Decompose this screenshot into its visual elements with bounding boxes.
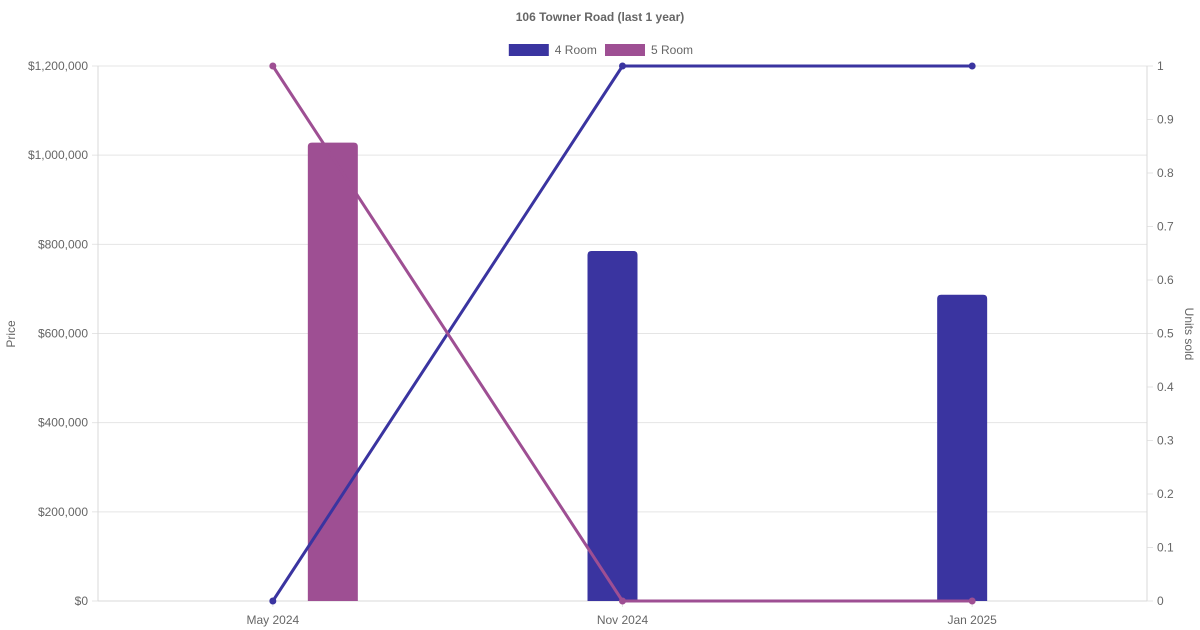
left-tick-label: $800,000 xyxy=(38,237,88,251)
point-4-room xyxy=(269,597,277,605)
x-tick-label: Jan 2025 xyxy=(947,613,997,627)
right-y-axis: 0 0.1 0.2 0.3 0.4 0.5 0.6 0.7 0.8 0.9 1 xyxy=(1157,59,1174,608)
bar-4-room xyxy=(937,294,988,601)
right-tick-label: 0.7 xyxy=(1157,220,1174,234)
bar-series xyxy=(307,142,988,602)
point-4-room xyxy=(968,62,976,70)
legend-label: 4 Room xyxy=(555,43,597,57)
line-series xyxy=(269,62,976,605)
legend-item-4-room[interactable]: 4 Room xyxy=(508,43,597,57)
point-5-room xyxy=(269,62,277,70)
left-axis-title: Price xyxy=(4,320,18,348)
right-tick-label: 0 xyxy=(1157,594,1164,608)
right-tick-label: 0.9 xyxy=(1157,113,1174,127)
chart-title: 106 Towner Road (last 1 year) xyxy=(516,10,685,24)
right-tick-label: 0.5 xyxy=(1157,327,1174,341)
point-4-room xyxy=(619,62,626,70)
right-axis-title: Units sold xyxy=(1182,308,1196,361)
right-tick-label: 0.8 xyxy=(1157,166,1174,180)
right-tick-label: 0.2 xyxy=(1157,487,1174,501)
right-tick-label: 0.3 xyxy=(1157,434,1174,448)
x-tick-label: May 2024 xyxy=(246,613,299,627)
legend-swatch xyxy=(605,44,645,56)
point-5-room xyxy=(619,597,626,605)
left-tick-label: $1,200,000 xyxy=(28,59,88,73)
left-tick-label: $1,000,000 xyxy=(28,148,88,162)
legend-label: 5 Room xyxy=(651,43,693,57)
bar-4-room xyxy=(587,251,638,602)
right-tick-label: 1 xyxy=(1157,59,1164,73)
right-tick-label: 0.1 xyxy=(1157,541,1174,555)
left-tick-label: $600,000 xyxy=(38,327,88,341)
legend-swatch xyxy=(508,44,549,56)
bar-5-room xyxy=(307,142,358,601)
legend-item-5-room[interactable]: 5 Room xyxy=(605,43,693,57)
left-tick-label: $0 xyxy=(75,594,89,608)
right-tick-label: 0.4 xyxy=(1157,380,1174,394)
left-y-axis: $0 $200,000 $400,000 $600,000 $800,000 $1,000… xyxy=(28,59,88,608)
point-5-room xyxy=(968,597,976,605)
legend[interactable]: 4 Room 5 Room xyxy=(508,43,693,57)
x-axis: May 2024 Nov 2024 Jan 2025 xyxy=(246,613,997,627)
right-tick-label: 0.6 xyxy=(1157,273,1174,287)
left-tick-label: $400,000 xyxy=(38,416,88,430)
x-tick-label: Nov 2024 xyxy=(597,613,649,627)
left-tick-label: $200,000 xyxy=(38,505,88,519)
